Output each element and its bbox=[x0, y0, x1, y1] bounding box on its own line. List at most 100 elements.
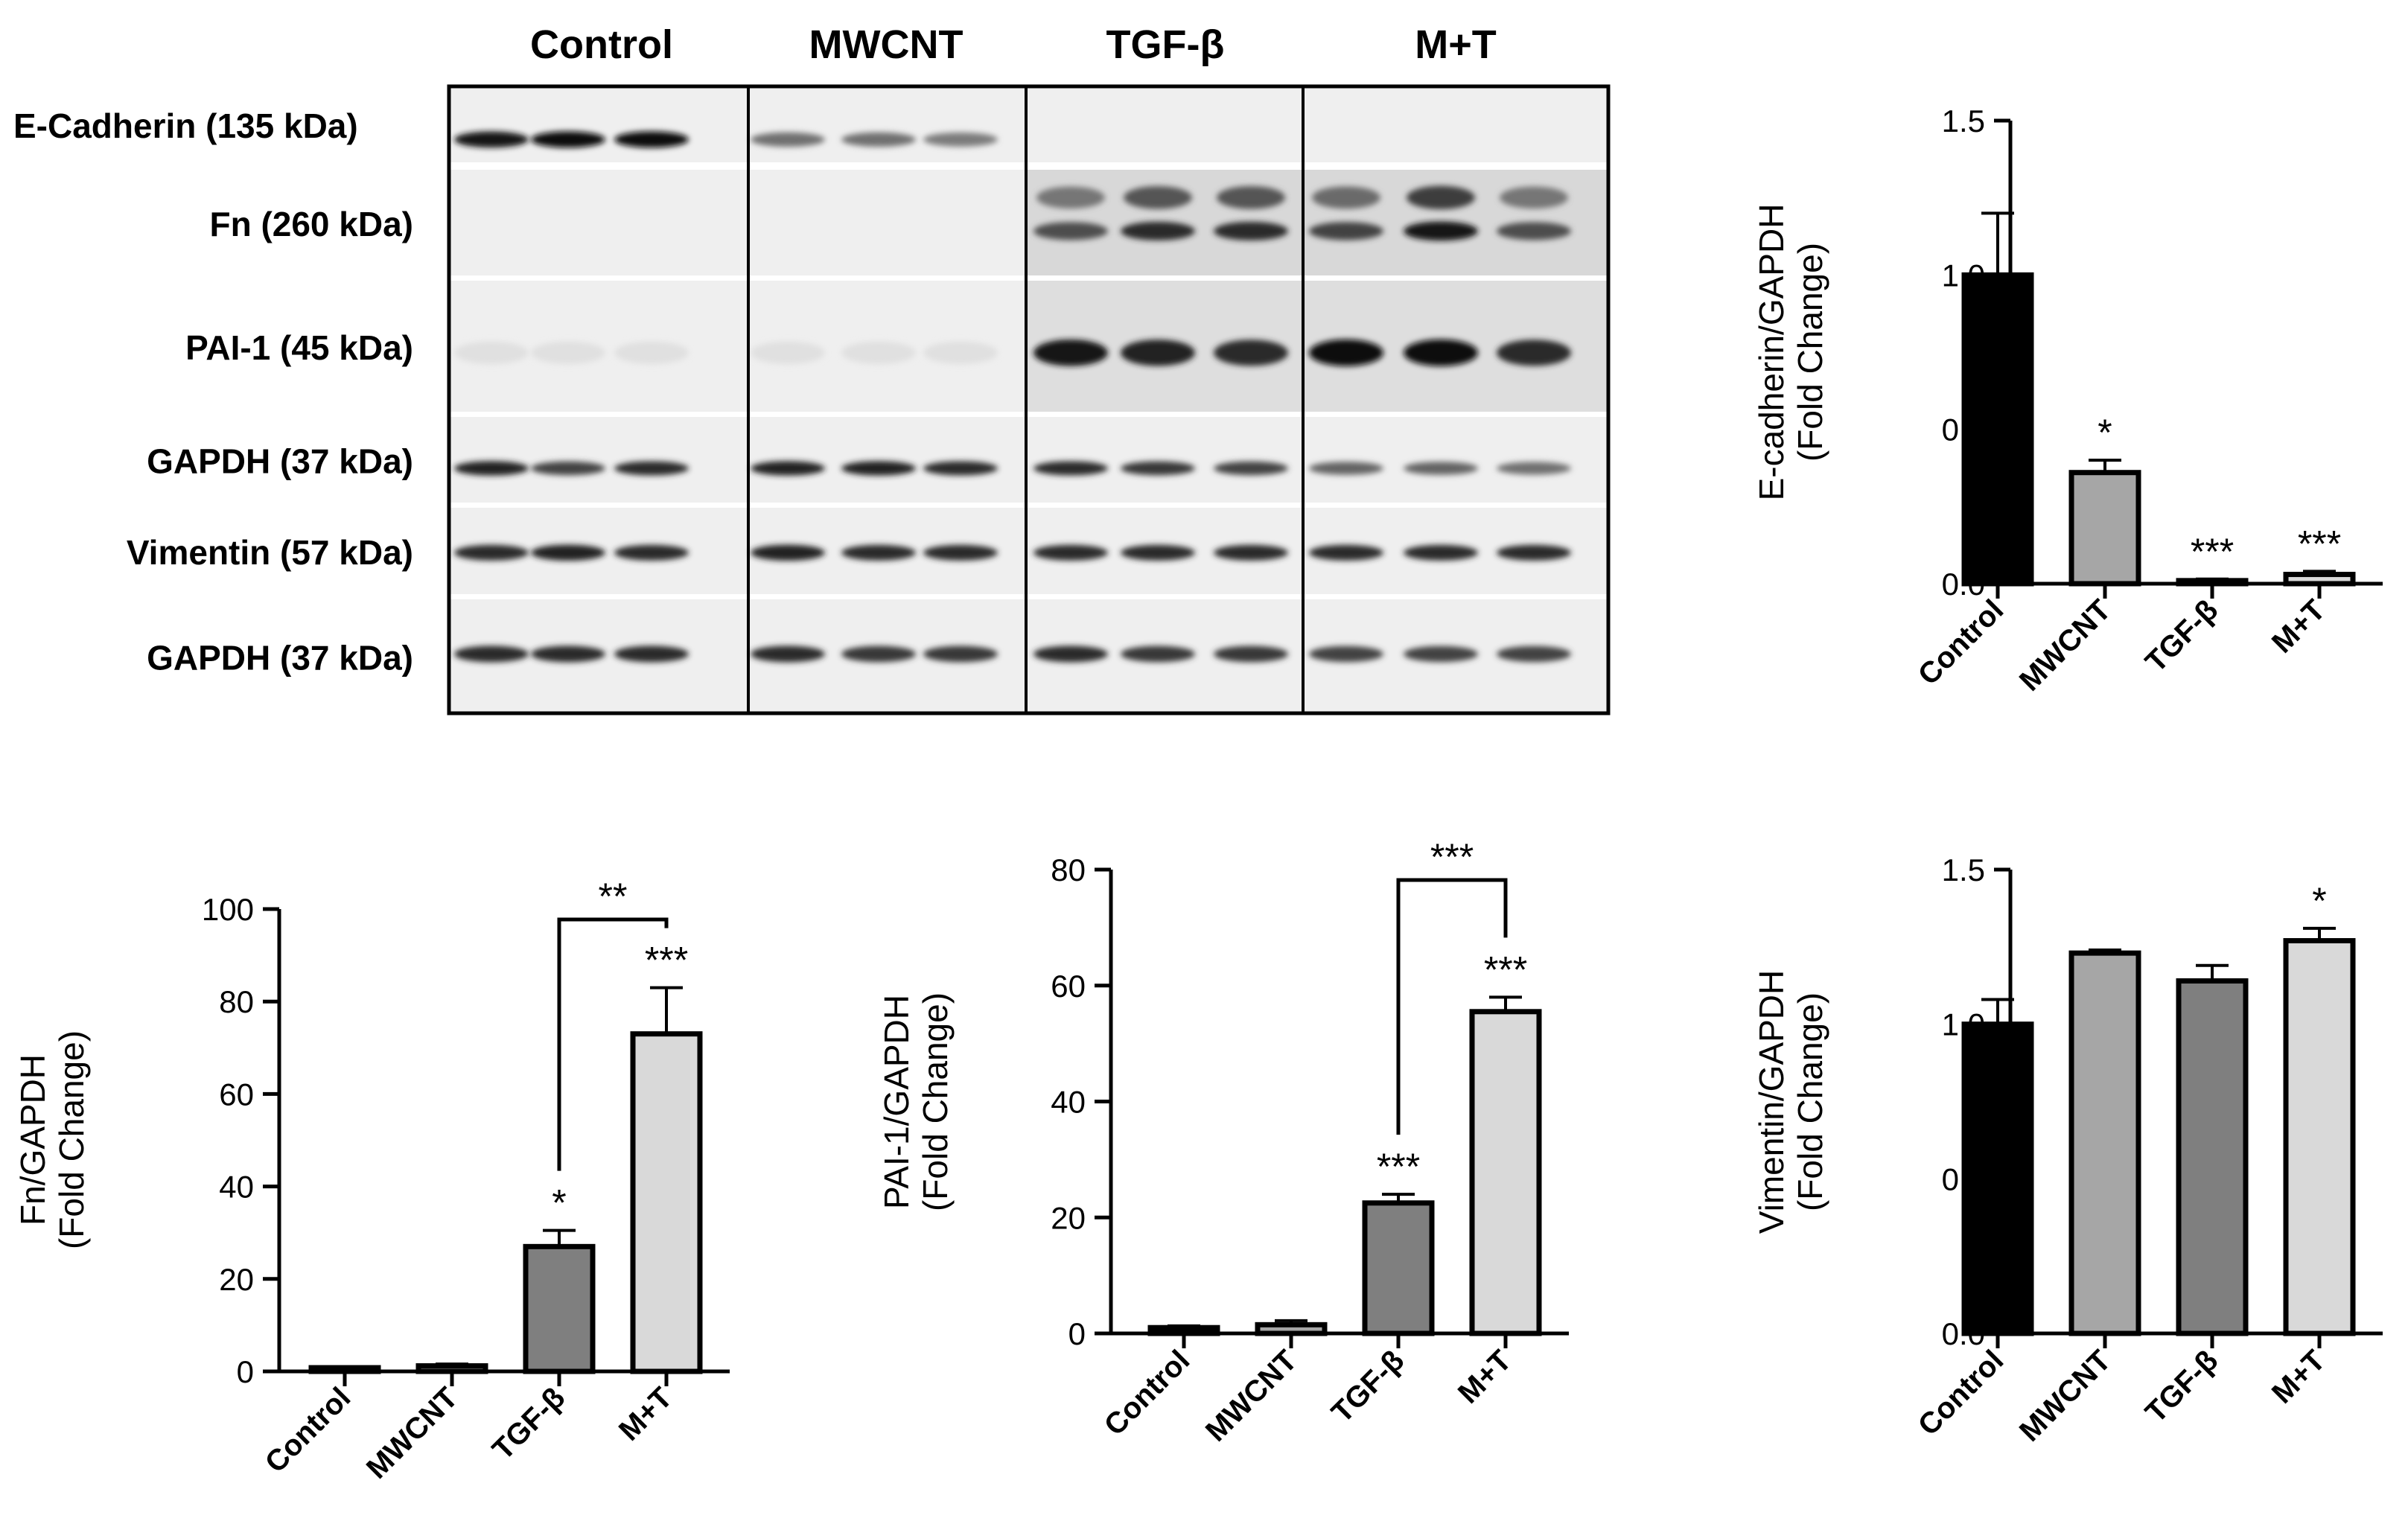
blot-band bbox=[1121, 544, 1195, 561]
x-tick-label: Control bbox=[1912, 593, 2010, 692]
blot-row-label: Fn (260 kDa) bbox=[209, 205, 413, 243]
blot-band bbox=[531, 645, 605, 663]
chart-pai1: 0 20 40 60 80 PAI-1/GAPDH(Fold Change) Control… bbox=[877, 836, 1569, 1448]
blot-separator bbox=[449, 594, 1608, 599]
bar bbox=[2176, 978, 2249, 1336]
blot-row-label: GAPDH (37 kDa) bbox=[147, 639, 413, 678]
y-axis-label: PAI-1/GAPDH(Fold Change) bbox=[877, 992, 955, 1211]
y-axis-label-line: (Fold Change) bbox=[1791, 243, 1829, 462]
x-tick-label: M+T bbox=[613, 1381, 678, 1447]
y-tick-label: 20 bbox=[219, 1262, 254, 1297]
x-tick-label: TGF-β bbox=[2139, 593, 2224, 678]
bar bbox=[2068, 470, 2141, 587]
blot-band bbox=[1033, 339, 1108, 366]
y-tick-label: 20 bbox=[1051, 1200, 1086, 1235]
blot-band bbox=[614, 645, 689, 663]
blot-band bbox=[531, 544, 605, 561]
blot-band bbox=[751, 461, 825, 476]
blot-band bbox=[841, 132, 916, 147]
blot-band bbox=[751, 132, 825, 147]
bar bbox=[2068, 950, 2141, 1336]
bar bbox=[1362, 1200, 1435, 1336]
blot-group-label: MWCNT bbox=[809, 22, 963, 67]
blot-band bbox=[454, 544, 529, 561]
significance-label: * bbox=[552, 1182, 566, 1224]
x-tick-label: M+T bbox=[2266, 593, 2331, 659]
blot-band bbox=[1214, 544, 1288, 561]
bar bbox=[630, 1031, 703, 1374]
blot-row-label: PAI-1 (45 kDa) bbox=[185, 328, 413, 367]
blot-band bbox=[454, 131, 529, 148]
chart-ecadherin: 0.00.51.01.5E-cadherin/GAPDH(Fold Change… bbox=[1752, 103, 2383, 698]
blot-row-label: Vimentin (57 kDa) bbox=[127, 533, 413, 572]
blot-band-smear bbox=[1500, 186, 1568, 209]
blot-band bbox=[1404, 339, 1478, 366]
x-tick-label: Control bbox=[1098, 1344, 1197, 1442]
blot-frame bbox=[447, 84, 1611, 715]
bar bbox=[1469, 1009, 1542, 1336]
y-axis-label-line: PAI-1/GAPDH bbox=[877, 995, 916, 1209]
blot-band bbox=[841, 341, 916, 364]
x-tick-label: MWCNT bbox=[1200, 1344, 1303, 1447]
blot-band bbox=[454, 341, 529, 364]
blot-band bbox=[1121, 461, 1195, 476]
bar bbox=[415, 1363, 488, 1374]
blot-separator bbox=[449, 275, 1608, 281]
blot-band bbox=[1214, 461, 1288, 476]
bracket-label: ** bbox=[599, 876, 628, 917]
blot-band bbox=[1497, 222, 1571, 240]
significance-label: *** bbox=[2191, 531, 2234, 573]
x-tick-label: MWCNT bbox=[2013, 1344, 2117, 1447]
blot-group-label: Control bbox=[530, 22, 673, 67]
blot-band bbox=[841, 544, 916, 561]
blot-band-smear bbox=[1312, 186, 1380, 209]
bar bbox=[1961, 272, 2034, 587]
significance-label: *** bbox=[645, 940, 688, 981]
y-axis-label-line: Vimentin/GAPDH bbox=[1752, 970, 1791, 1234]
x-tick-label: Control bbox=[1912, 1344, 2010, 1442]
blot-band bbox=[1497, 645, 1571, 663]
blot-band bbox=[1214, 645, 1288, 663]
bracket-label: *** bbox=[1430, 836, 1474, 878]
blot-band bbox=[1309, 462, 1383, 475]
blot-band bbox=[751, 645, 825, 663]
blot-strip bbox=[449, 417, 1608, 503]
blot-band bbox=[1033, 222, 1108, 240]
blot-band bbox=[923, 544, 998, 561]
y-tick-label: 80 bbox=[1051, 852, 1086, 887]
blot-band bbox=[614, 544, 689, 561]
significance-label: *** bbox=[1377, 1146, 1420, 1188]
x-tick-label: TGF-β bbox=[2139, 1344, 2224, 1429]
blot-separator bbox=[449, 412, 1608, 417]
blot-band bbox=[1309, 544, 1383, 561]
y-axis-label: Vimentin/GAPDH(Fold Change) bbox=[1752, 970, 1829, 1234]
x-tick-label: TGF-β bbox=[486, 1381, 571, 1466]
blot-band bbox=[1404, 544, 1478, 561]
blot-band-smear bbox=[1217, 185, 1285, 209]
blot-band bbox=[1309, 645, 1383, 663]
blot-band bbox=[531, 461, 605, 476]
y-tick-label: 40 bbox=[1051, 1085, 1086, 1120]
blot-separator bbox=[449, 503, 1608, 508]
significance-label: * bbox=[2312, 880, 2326, 922]
x-tick-label: MWCNT bbox=[360, 1381, 464, 1485]
y-axis-label: Fn/GAPDH(Fold Change) bbox=[13, 1030, 91, 1249]
y-tick-label: 0 bbox=[237, 1354, 254, 1389]
blot-band bbox=[923, 341, 998, 364]
blot-row-label: E-Cadherin (135 kDa) bbox=[13, 106, 358, 145]
blot-band bbox=[1404, 645, 1478, 663]
blot-band bbox=[454, 645, 529, 663]
bar bbox=[1961, 1021, 2034, 1336]
y-axis-label-line: (Fold Change) bbox=[1791, 992, 1829, 1211]
y-tick-label: 0 bbox=[1068, 1316, 1086, 1351]
significance-label: * bbox=[2098, 412, 2112, 453]
blot-band bbox=[531, 131, 605, 148]
blot-band bbox=[1121, 645, 1195, 663]
blot-separator bbox=[449, 162, 1608, 170]
bar bbox=[308, 1365, 381, 1374]
blot-strip bbox=[449, 86, 1608, 162]
significance-label: *** bbox=[1484, 949, 1527, 990]
y-tick-label: 1.5 bbox=[1942, 852, 1985, 887]
